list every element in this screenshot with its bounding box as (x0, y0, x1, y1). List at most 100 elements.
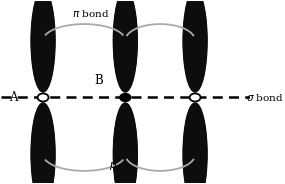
Ellipse shape (35, 8, 51, 74)
Ellipse shape (193, 145, 197, 163)
Ellipse shape (184, 0, 206, 87)
Ellipse shape (188, 123, 202, 184)
Ellipse shape (121, 22, 130, 60)
Circle shape (190, 93, 201, 102)
Ellipse shape (37, 14, 49, 68)
Ellipse shape (113, 0, 137, 92)
Ellipse shape (184, 108, 206, 184)
Ellipse shape (183, 0, 207, 92)
Ellipse shape (194, 149, 196, 159)
Ellipse shape (194, 152, 196, 157)
Ellipse shape (115, 112, 135, 184)
Ellipse shape (123, 33, 127, 49)
Ellipse shape (38, 134, 48, 175)
Ellipse shape (121, 24, 129, 57)
Ellipse shape (35, 121, 51, 184)
Ellipse shape (32, 0, 54, 88)
Ellipse shape (35, 118, 51, 184)
Ellipse shape (121, 136, 129, 172)
Ellipse shape (194, 37, 196, 45)
Text: $\sigma$ bond: $\sigma$ bond (246, 92, 284, 103)
Ellipse shape (125, 150, 126, 158)
Ellipse shape (36, 13, 50, 69)
Ellipse shape (193, 33, 197, 49)
Ellipse shape (193, 146, 197, 162)
Ellipse shape (186, 113, 205, 184)
Ellipse shape (115, 0, 136, 86)
Ellipse shape (120, 19, 130, 63)
Ellipse shape (190, 18, 200, 64)
Ellipse shape (194, 38, 196, 43)
Ellipse shape (188, 126, 202, 182)
Ellipse shape (184, 0, 207, 91)
Ellipse shape (34, 113, 53, 184)
Ellipse shape (41, 145, 45, 163)
Ellipse shape (33, 0, 53, 83)
Ellipse shape (42, 36, 44, 46)
Ellipse shape (120, 130, 131, 178)
Ellipse shape (35, 120, 51, 184)
Ellipse shape (121, 135, 130, 173)
Ellipse shape (191, 24, 199, 57)
Ellipse shape (35, 5, 51, 77)
Ellipse shape (190, 132, 200, 176)
Ellipse shape (115, 109, 136, 184)
Ellipse shape (188, 10, 202, 72)
Ellipse shape (123, 31, 128, 51)
Ellipse shape (31, 104, 55, 184)
Ellipse shape (125, 37, 126, 45)
Circle shape (38, 93, 48, 102)
Ellipse shape (184, 0, 206, 89)
Ellipse shape (125, 153, 126, 155)
Ellipse shape (189, 14, 201, 68)
Ellipse shape (195, 153, 196, 155)
Ellipse shape (186, 4, 204, 78)
Ellipse shape (36, 122, 50, 184)
Ellipse shape (187, 121, 203, 184)
Ellipse shape (123, 146, 127, 162)
Ellipse shape (186, 114, 204, 184)
Ellipse shape (189, 127, 201, 181)
Ellipse shape (190, 130, 201, 178)
Ellipse shape (40, 143, 46, 166)
Ellipse shape (187, 118, 203, 184)
Ellipse shape (38, 22, 48, 60)
Ellipse shape (122, 28, 128, 54)
Ellipse shape (191, 22, 200, 60)
Ellipse shape (31, 103, 55, 184)
Ellipse shape (42, 152, 44, 157)
Ellipse shape (115, 0, 136, 87)
Ellipse shape (39, 137, 47, 171)
Ellipse shape (32, 108, 54, 184)
Ellipse shape (41, 31, 45, 51)
Ellipse shape (37, 17, 49, 65)
Ellipse shape (122, 140, 129, 168)
Ellipse shape (31, 0, 55, 91)
Ellipse shape (117, 120, 133, 184)
Text: B: B (95, 74, 103, 87)
Ellipse shape (32, 0, 54, 89)
Ellipse shape (192, 143, 198, 166)
Text: $\pi$ bond: $\pi$ bond (72, 8, 109, 19)
Ellipse shape (42, 149, 44, 159)
Ellipse shape (36, 125, 50, 183)
Ellipse shape (187, 6, 203, 75)
Ellipse shape (39, 23, 47, 59)
Ellipse shape (186, 0, 205, 82)
Ellipse shape (113, 103, 137, 184)
Ellipse shape (117, 121, 133, 184)
Ellipse shape (38, 20, 48, 61)
Ellipse shape (191, 136, 199, 172)
Ellipse shape (188, 122, 203, 184)
Ellipse shape (118, 123, 133, 184)
Ellipse shape (42, 34, 44, 47)
Ellipse shape (192, 26, 199, 56)
Ellipse shape (186, 117, 204, 184)
Ellipse shape (36, 9, 50, 73)
Ellipse shape (185, 111, 205, 184)
Ellipse shape (192, 27, 198, 55)
Ellipse shape (121, 134, 130, 175)
Ellipse shape (192, 29, 198, 52)
Ellipse shape (40, 140, 46, 168)
Ellipse shape (31, 0, 55, 92)
